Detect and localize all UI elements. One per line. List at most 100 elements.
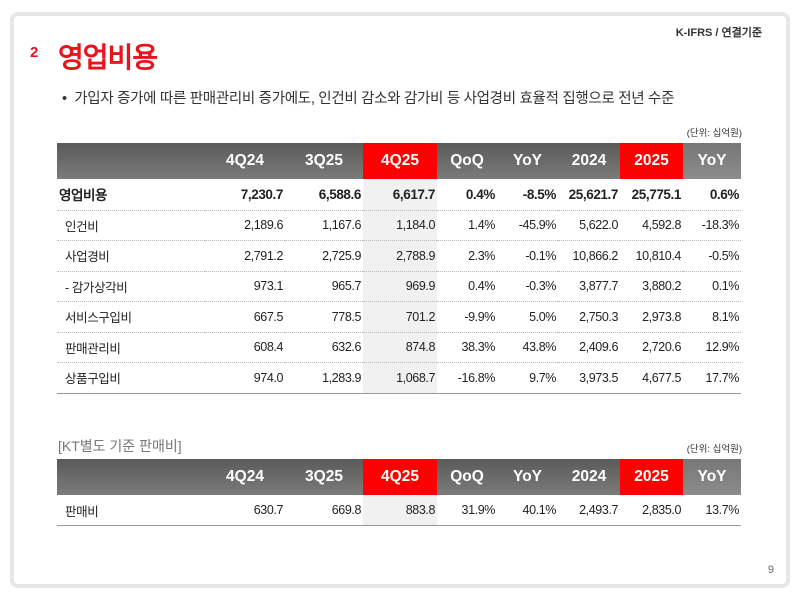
cell-value: 965.7 <box>285 271 363 302</box>
column-header: 2025 <box>620 459 683 495</box>
cell-value: 630.7 <box>205 495 285 526</box>
cell-value: 874.8 <box>363 332 437 363</box>
table-row: - 감가상각비 973.1 965.7 969.9 0.4% -0.3% 3,877.7 3,… <box>57 271 741 302</box>
cell-value: 0.1% <box>683 271 741 302</box>
column-header: 2024 <box>558 143 620 179</box>
cell-value: 1,283.9 <box>285 362 363 394</box>
column-header: QoQ <box>437 459 497 495</box>
cell-value: 6,588.6 <box>285 179 363 211</box>
cell-value: 25,621.7 <box>558 179 620 211</box>
accounting-standard: K-IFRS / 연결기준 <box>675 27 762 39</box>
kt-sales-expense-table: 4Q24 3Q25 4Q25 QoQ YoY 2024 2025 YoY 판매비 630.7 669… <box>57 459 741 526</box>
cell-value: 3,973.5 <box>558 362 620 394</box>
cell-value: 31.9% <box>437 495 497 526</box>
header-blank <box>57 459 205 495</box>
cell-value: 5,622.0 <box>558 210 620 241</box>
cell-value: 8.1% <box>683 301 741 333</box>
cell-value: 25,775.1 <box>620 179 683 211</box>
column-header: 4Q24 <box>205 459 285 495</box>
column-header: 2025 <box>620 143 683 179</box>
table-row: 사업경비 2,791.2 2,725.9 2,788.9 2.3% -0.1% 10,866… <box>57 240 741 272</box>
unit-label: (단위: 십억원) <box>686 128 742 139</box>
table-row: 서비스구입비 667.5 778.5 701.2 -9.9% 5.0% 2,750.3 2,9… <box>57 301 741 333</box>
cell-value: 2,750.3 <box>558 301 620 333</box>
column-header: 3Q25 <box>285 459 363 495</box>
cell-value: 1.4% <box>437 210 497 241</box>
cell-value: 2,791.2 <box>205 240 285 272</box>
column-header: YoY <box>497 143 558 179</box>
table-row: 판매관리비 608.4 632.6 874.8 38.3% 43.8% 2,409.6 2,7… <box>57 332 741 363</box>
row-label: 사업경비 <box>57 240 205 272</box>
column-header: YoY <box>683 143 741 179</box>
subtable-title: [KT별도 기준 판매비] <box>58 438 182 454</box>
cell-value: 1,068.7 <box>363 362 437 394</box>
column-header: 4Q25 <box>363 459 437 495</box>
cell-value: 2,409.6 <box>558 332 620 363</box>
table-row: 판매비 630.7 669.8 883.8 31.9% 40.1% 2,493.7 2,835… <box>57 495 741 526</box>
cell-value: 2,973.8 <box>620 301 683 333</box>
header-row: 4Q24 3Q25 4Q25 QoQ YoY 2024 2025 YoY <box>57 459 741 495</box>
column-header: 4Q25 <box>363 143 437 179</box>
cell-value: 12.9% <box>683 332 741 363</box>
section-number: 2 <box>30 44 39 61</box>
row-label: 판매관리비 <box>57 332 205 363</box>
operating-expense-table: 4Q24 3Q25 4Q25 QoQ YoY 2024 2025 YoY 영업비용 7,230.7… <box>57 143 741 394</box>
row-label: 영업비용 <box>57 179 205 211</box>
cell-value: 2,189.6 <box>205 210 285 241</box>
row-label: - 감가상각비 <box>57 271 205 302</box>
cell-value: 608.4 <box>205 332 285 363</box>
header-blank <box>57 143 205 179</box>
cell-value: 2,788.9 <box>363 240 437 272</box>
cell-value: 701.2 <box>363 301 437 333</box>
row-label: 판매비 <box>57 495 205 526</box>
cell-value: 17.7% <box>683 362 741 394</box>
cell-value: 0.6% <box>683 179 741 211</box>
cell-value: 974.0 <box>205 362 285 394</box>
cell-value: 0.4% <box>437 271 497 302</box>
cell-value: 13.7% <box>683 495 741 526</box>
summary-text: 가입자 증가에 따른 판매관리비 증가에도, 인건비 감소와 감가비 등 사업경… <box>74 91 675 107</box>
cell-value: 2,720.6 <box>620 332 683 363</box>
cell-value: 1,184.0 <box>363 210 437 241</box>
cell-value: 38.3% <box>437 332 497 363</box>
cell-value: 883.8 <box>363 495 437 526</box>
header-row: 4Q24 3Q25 4Q25 QoQ YoY 2024 2025 YoY <box>57 143 741 179</box>
summary-bullet: • 가입자 증가에 따른 판매관리비 증가에도, 인건비 감소와 감가비 등 사… <box>62 91 675 107</box>
cell-value: 10,810.4 <box>620 240 683 272</box>
page-title: 영업비용 <box>58 42 158 73</box>
cell-value: 973.1 <box>205 271 285 302</box>
row-label: 상품구입비 <box>57 362 205 394</box>
column-header: 3Q25 <box>285 143 363 179</box>
cell-value: 3,880.2 <box>620 271 683 302</box>
row-label: 서비스구입비 <box>57 301 205 333</box>
column-header: QoQ <box>437 143 497 179</box>
cell-value: -18.3% <box>683 210 741 241</box>
cell-value: -0.5% <box>683 240 741 272</box>
cell-value: 40.1% <box>497 495 558 526</box>
cell-value: 2,493.7 <box>558 495 620 526</box>
cell-value: 43.8% <box>497 332 558 363</box>
table-row: 상품구입비 974.0 1,283.9 1,068.7 -16.8% 9.7% 3,973.… <box>57 362 741 394</box>
column-header: 2024 <box>558 459 620 495</box>
cell-value: -45.9% <box>497 210 558 241</box>
cell-value: 2,835.0 <box>620 495 683 526</box>
cell-value: 7,230.7 <box>205 179 285 211</box>
page-number: 9 <box>767 564 774 576</box>
column-header: YoY <box>683 459 741 495</box>
cell-value: -0.1% <box>497 240 558 272</box>
cell-value: 1,167.6 <box>285 210 363 241</box>
unit-label-2: (단위: 십억원) <box>686 444 742 455</box>
cell-value: 669.8 <box>285 495 363 526</box>
column-header: YoY <box>497 459 558 495</box>
cell-value: 2,725.9 <box>285 240 363 272</box>
cell-value: 667.5 <box>205 301 285 333</box>
cell-value: 0.4% <box>437 179 497 211</box>
cell-value: 9.7% <box>497 362 558 394</box>
row-label: 인건비 <box>57 210 205 241</box>
table-row: 인건비 2,189.6 1,167.6 1,184.0 1.4% -45.9% 5,622.… <box>57 210 741 241</box>
cell-value: 4,677.5 <box>620 362 683 394</box>
cell-value: 5.0% <box>497 301 558 333</box>
cell-value: 969.9 <box>363 271 437 302</box>
cell-value: 778.5 <box>285 301 363 333</box>
cell-value: -9.9% <box>437 301 497 333</box>
